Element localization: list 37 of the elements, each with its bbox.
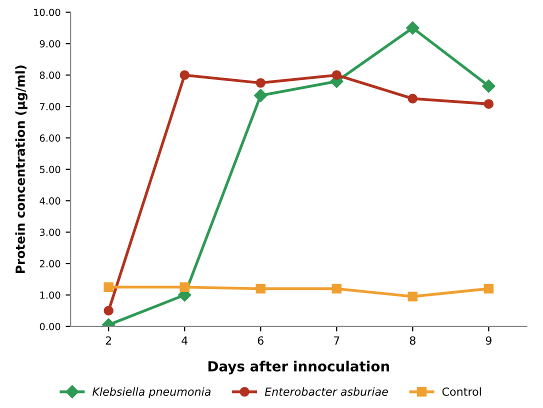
point	[332, 284, 342, 294]
x-tick-label: 9	[486, 336, 492, 345]
y-axis-title: Protein concentration (µg/ml)	[15, 66, 28, 274]
point	[104, 282, 114, 292]
y-tick-label: 10.00	[34, 8, 60, 16]
point	[484, 99, 494, 109]
x-axis-title: Days after innoculation	[208, 360, 390, 374]
point	[256, 284, 266, 294]
y-tick-label: 0.00	[40, 322, 60, 330]
x-tick-label: 2	[106, 336, 112, 345]
point	[180, 282, 190, 292]
y-tick-label: 9.00	[40, 40, 60, 48]
x-tick-label: 4	[182, 336, 188, 345]
y-tick-label: 7.00	[40, 102, 60, 110]
point	[408, 94, 418, 104]
y-tick-label: 2.00	[40, 260, 60, 268]
point	[482, 79, 496, 93]
legend-label: Enterobacter asburiae	[264, 387, 388, 396]
point	[254, 88, 268, 102]
x-tick-label: 7	[334, 336, 340, 345]
y-tick-label: 3.00	[40, 228, 60, 236]
legend-label: Klebsiella pneumonia	[92, 387, 210, 398]
y-tick-label: 1.00	[40, 291, 60, 299]
point	[104, 306, 114, 316]
y-tick-label: 8.00	[40, 72, 60, 79]
legend-label: Control	[442, 387, 481, 396]
y-tick-label: 4.00	[40, 197, 60, 205]
point	[332, 70, 342, 80]
y-tick-label: 5.00	[40, 166, 60, 174]
x-tick-label: 8	[410, 336, 416, 345]
y-tick-label: 6.00	[40, 134, 60, 142]
point	[180, 70, 190, 80]
point	[408, 292, 418, 302]
point	[256, 78, 266, 88]
point	[484, 284, 494, 294]
x-tick-label: 6	[258, 336, 264, 345]
point	[406, 21, 420, 35]
